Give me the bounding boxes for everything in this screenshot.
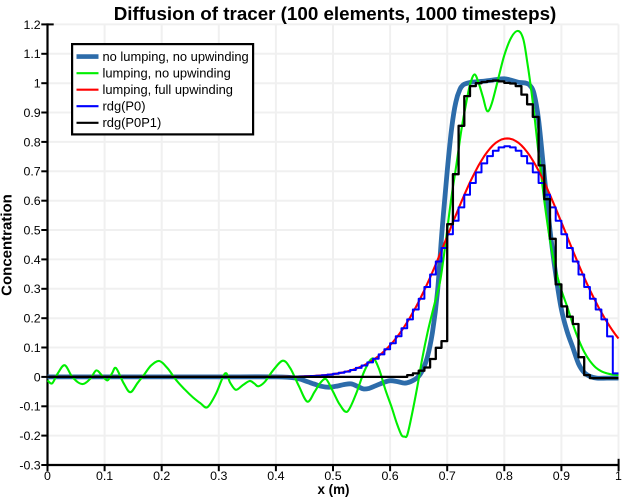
svg-text:0.7: 0.7 <box>439 469 456 483</box>
svg-text:0: 0 <box>34 370 41 384</box>
svg-text:-0.2: -0.2 <box>19 429 40 443</box>
svg-text:0.1: 0.1 <box>23 341 40 355</box>
svg-text:0.2: 0.2 <box>23 312 40 326</box>
svg-text:0.3: 0.3 <box>23 282 40 296</box>
svg-text:x (m): x (m) <box>318 482 350 497</box>
svg-text:0.9: 0.9 <box>23 106 40 120</box>
svg-text:0.9: 0.9 <box>553 469 570 483</box>
svg-text:0.1: 0.1 <box>96 469 113 483</box>
svg-text:-0.1: -0.1 <box>19 400 40 414</box>
svg-text:0.6: 0.6 <box>23 194 40 208</box>
svg-text:0.4: 0.4 <box>23 253 40 267</box>
svg-text:1.2: 1.2 <box>23 18 40 32</box>
svg-text:-0.3: -0.3 <box>19 458 40 472</box>
svg-text:0.5: 0.5 <box>324 469 341 483</box>
svg-text:0.8: 0.8 <box>23 135 40 149</box>
svg-text:rdg(P0P1): rdg(P0P1) <box>103 115 162 130</box>
svg-text:0.8: 0.8 <box>496 469 513 483</box>
svg-text:1: 1 <box>615 469 622 483</box>
svg-text:0.5: 0.5 <box>23 223 40 237</box>
svg-text:0: 0 <box>44 469 51 483</box>
svg-text:Concentration: Concentration <box>0 194 16 296</box>
svg-text:0.6: 0.6 <box>381 469 398 483</box>
svg-text:Diffusion of tracer (100 eleme: Diffusion of tracer (100 elements, 1000 … <box>114 3 557 24</box>
svg-text:no lumping, no upwinding: no lumping, no upwinding <box>103 49 249 64</box>
svg-text:1.1: 1.1 <box>23 47 40 61</box>
svg-text:0.7: 0.7 <box>23 165 40 179</box>
svg-text:lumping, full upwinding: lumping, full upwinding <box>103 82 233 97</box>
svg-text:0.4: 0.4 <box>267 469 284 483</box>
svg-text:0.2: 0.2 <box>153 469 170 483</box>
svg-text:rdg(P0): rdg(P0) <box>103 99 146 114</box>
svg-text:lumping, no upwinding: lumping, no upwinding <box>103 66 231 81</box>
svg-text:1: 1 <box>34 77 41 91</box>
svg-text:0.3: 0.3 <box>210 469 227 483</box>
